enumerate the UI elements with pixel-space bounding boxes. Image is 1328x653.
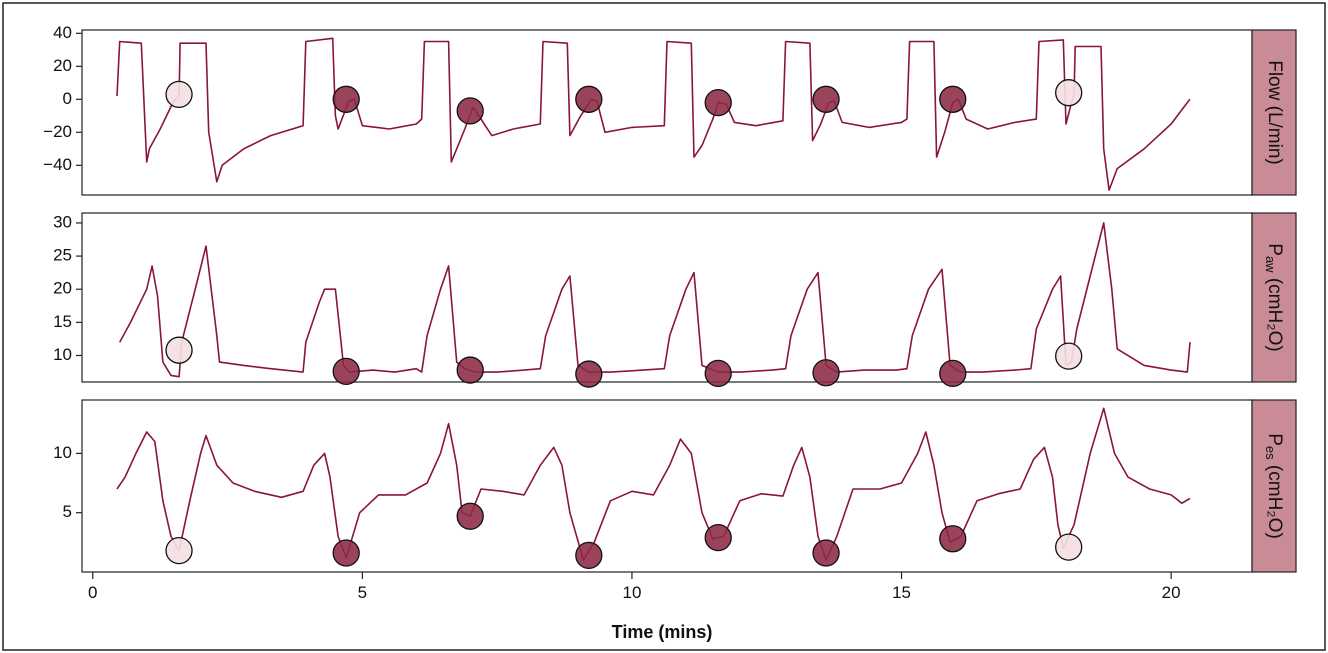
marker-flow-2 <box>332 85 360 113</box>
marker-paw-1 <box>165 336 193 364</box>
y-tick-label-pes: 10 <box>53 443 72 462</box>
x-tick-label: 20 <box>1162 583 1181 602</box>
marker-paw-3 <box>456 356 484 384</box>
strip-label-flow: Flow (L/min) <box>1264 60 1285 165</box>
marker-paw-6 <box>812 359 840 387</box>
x-tick-label: 5 <box>358 583 367 602</box>
y-tick-label-paw: 20 <box>53 279 72 298</box>
y-tick-label-flow: 20 <box>53 56 72 75</box>
strip-label-sub: aw <box>1263 256 1278 273</box>
marker-flow-1 <box>165 80 193 108</box>
panel-flow: Flow (L/min) −40 −20 0 20 40 <box>43 23 1297 196</box>
strip-label-pes: Pes (cmH₂O) <box>1263 433 1285 539</box>
marker-pes-8 <box>1055 533 1083 561</box>
marker-paw-2 <box>332 357 360 386</box>
strip-paw <box>1251 212 1297 383</box>
marker-pes-3 <box>456 502 484 530</box>
x-tick-label: 0 <box>88 583 97 602</box>
series-line-pes <box>116 407 1191 561</box>
panel-paw: Paw (cmH₂O) 10 15 20 25 30 <box>53 212 1297 388</box>
series-line-flow <box>116 37 1191 191</box>
marker-pes-4 <box>575 541 603 570</box>
marker-paw-7 <box>939 359 967 388</box>
y-tick-label-paw: 30 <box>53 212 72 231</box>
strip-pes <box>1251 399 1297 573</box>
marker-flow-6 <box>812 85 840 113</box>
y-tick-label-flow: 0 <box>63 89 72 108</box>
marker-flow-7 <box>939 85 967 113</box>
strip-label-sub: es <box>1263 446 1278 460</box>
marker-flow-4 <box>575 85 603 113</box>
strip-label-paw: Paw (cmH₂O) <box>1263 243 1285 351</box>
marker-paw-8 <box>1055 342 1083 370</box>
y-tick-label-pes: 5 <box>63 502 72 521</box>
y-tick-label-flow: 40 <box>53 23 72 42</box>
panels: Flow (L/min) −40 −20 0 20 40 Paw (cmH₂O) 10 15 20… <box>43 23 1297 573</box>
marker-pes-6 <box>812 539 840 567</box>
marker-flow-3 <box>456 97 484 125</box>
marker-flow-8 <box>1055 79 1083 107</box>
series-line-paw <box>118 222 1191 378</box>
strip-label-tail: (cmH₂O) <box>1264 273 1285 352</box>
strip-label-main: P <box>1264 433 1285 446</box>
marker-pes-1 <box>165 536 193 565</box>
x-axis: 0 5 10 15 20 <box>88 572 1181 602</box>
y-tick-label-paw: 10 <box>53 345 72 364</box>
marker-pes-7 <box>939 525 967 553</box>
marker-paw-4 <box>575 360 603 388</box>
y-tick-label-paw: 25 <box>53 246 72 265</box>
panel-pes: Pes (cmH₂O) 5 10 <box>53 399 1297 573</box>
strip-flow <box>1251 29 1297 196</box>
x-tick-label: 15 <box>892 583 911 602</box>
x-tick-label: 10 <box>622 583 641 602</box>
marker-paw-5 <box>704 359 732 388</box>
y-tick-label-paw: 15 <box>53 312 72 331</box>
marker-flow-5 <box>704 88 732 117</box>
y-tick-label-flow: −40 <box>43 155 72 174</box>
marker-pes-5 <box>704 523 732 552</box>
strip-label-tail: (cmH₂O) <box>1264 460 1285 539</box>
x-axis-title: Time (mins) <box>612 622 713 642</box>
strip-label-main: Flow (L/min) <box>1264 60 1285 165</box>
strip-label-main: P <box>1264 243 1285 256</box>
y-tick-label-flow: −20 <box>43 122 72 141</box>
marker-pes-2 <box>332 539 360 567</box>
